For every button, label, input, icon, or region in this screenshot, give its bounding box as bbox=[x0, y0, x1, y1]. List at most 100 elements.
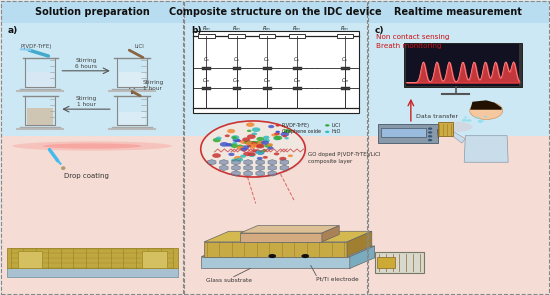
Text: Stirring
1 hour: Stirring 1 hour bbox=[143, 80, 164, 91]
Text: $C_s$: $C_s$ bbox=[203, 55, 210, 65]
Bar bbox=[337, 34, 353, 38]
Circle shape bbox=[233, 138, 240, 142]
Bar bbox=[289, 34, 305, 38]
Polygon shape bbox=[201, 246, 375, 257]
Bar bbox=[1, 23, 183, 136]
Circle shape bbox=[263, 136, 270, 139]
Circle shape bbox=[268, 254, 276, 258]
Polygon shape bbox=[280, 160, 289, 165]
Text: P(VDF-TrFE): P(VDF-TrFE) bbox=[282, 123, 310, 128]
Circle shape bbox=[475, 117, 480, 119]
Circle shape bbox=[225, 135, 230, 137]
Text: - - -: - - - bbox=[306, 85, 318, 91]
Circle shape bbox=[256, 150, 265, 155]
Circle shape bbox=[283, 135, 287, 137]
Circle shape bbox=[268, 125, 274, 128]
Circle shape bbox=[478, 121, 482, 123]
Circle shape bbox=[251, 142, 256, 144]
Text: Stirring
6 hours: Stirring 6 hours bbox=[75, 58, 97, 69]
Polygon shape bbox=[232, 171, 240, 176]
Circle shape bbox=[284, 129, 291, 133]
Circle shape bbox=[428, 131, 432, 134]
Text: $R_m$: $R_m$ bbox=[340, 24, 349, 33]
Polygon shape bbox=[27, 72, 53, 87]
Circle shape bbox=[274, 153, 279, 155]
Polygon shape bbox=[119, 72, 145, 87]
Polygon shape bbox=[27, 108, 53, 125]
Circle shape bbox=[249, 141, 256, 145]
Polygon shape bbox=[240, 226, 339, 233]
Text: Breath monitoring: Breath monitoring bbox=[376, 43, 442, 49]
Circle shape bbox=[261, 140, 269, 145]
Text: Glass substrate: Glass substrate bbox=[206, 278, 252, 283]
Polygon shape bbox=[207, 160, 216, 165]
Circle shape bbox=[231, 159, 237, 162]
Circle shape bbox=[220, 142, 229, 147]
Text: H₂O: H₂O bbox=[331, 130, 340, 134]
Polygon shape bbox=[268, 165, 277, 171]
Ellipse shape bbox=[61, 166, 65, 170]
Circle shape bbox=[276, 124, 280, 127]
Polygon shape bbox=[268, 160, 277, 165]
Circle shape bbox=[462, 119, 467, 122]
Text: $C_s$: $C_s$ bbox=[263, 55, 270, 65]
Circle shape bbox=[230, 144, 238, 148]
Bar bbox=[375, 252, 424, 273]
Polygon shape bbox=[470, 100, 502, 110]
Ellipse shape bbox=[12, 141, 172, 151]
Circle shape bbox=[288, 154, 293, 157]
Polygon shape bbox=[322, 226, 339, 242]
Circle shape bbox=[248, 152, 256, 156]
Circle shape bbox=[237, 140, 242, 142]
Text: - - -: - - - bbox=[306, 65, 318, 71]
Text: Pt/Ti electrode: Pt/Ti electrode bbox=[316, 277, 359, 282]
Circle shape bbox=[257, 144, 263, 147]
Circle shape bbox=[262, 149, 267, 152]
Circle shape bbox=[483, 116, 487, 118]
Text: $C_s$: $C_s$ bbox=[294, 55, 300, 65]
Circle shape bbox=[240, 140, 248, 144]
Circle shape bbox=[251, 143, 258, 147]
Circle shape bbox=[236, 146, 244, 150]
Circle shape bbox=[256, 144, 265, 148]
Ellipse shape bbox=[43, 143, 142, 149]
Circle shape bbox=[213, 138, 221, 142]
Bar bbox=[142, 251, 167, 268]
Circle shape bbox=[203, 122, 307, 178]
Circle shape bbox=[466, 119, 471, 122]
Polygon shape bbox=[201, 257, 350, 268]
Text: Solution preparation: Solution preparation bbox=[35, 7, 150, 17]
Text: $R_m$: $R_m$ bbox=[232, 24, 241, 33]
Circle shape bbox=[279, 157, 287, 161]
Circle shape bbox=[240, 155, 246, 158]
Text: P(VDF-TrFE): P(VDF-TrFE) bbox=[21, 44, 52, 49]
Text: Data transfer: Data transfer bbox=[416, 114, 458, 119]
Circle shape bbox=[247, 130, 251, 132]
Circle shape bbox=[254, 141, 261, 145]
Polygon shape bbox=[119, 112, 145, 125]
Polygon shape bbox=[280, 165, 289, 171]
Circle shape bbox=[325, 131, 329, 133]
Circle shape bbox=[228, 153, 234, 156]
Circle shape bbox=[201, 121, 305, 177]
Text: Drop coating: Drop coating bbox=[64, 173, 109, 178]
Polygon shape bbox=[256, 160, 265, 165]
Polygon shape bbox=[244, 160, 252, 165]
Polygon shape bbox=[256, 165, 265, 171]
Circle shape bbox=[242, 137, 250, 142]
Circle shape bbox=[257, 141, 265, 145]
Circle shape bbox=[246, 122, 255, 127]
Polygon shape bbox=[232, 160, 240, 165]
Circle shape bbox=[248, 153, 256, 157]
Text: $C_m$: $C_m$ bbox=[232, 76, 241, 85]
Text: $C_s$: $C_s$ bbox=[342, 55, 348, 65]
Circle shape bbox=[232, 136, 237, 139]
Circle shape bbox=[247, 145, 251, 147]
Text: b): b) bbox=[191, 26, 201, 35]
Circle shape bbox=[263, 156, 268, 159]
Text: LiCl: LiCl bbox=[135, 44, 145, 49]
Bar bbox=[258, 34, 275, 38]
Circle shape bbox=[227, 129, 235, 133]
Bar bbox=[368, 1, 549, 23]
Circle shape bbox=[280, 132, 289, 137]
